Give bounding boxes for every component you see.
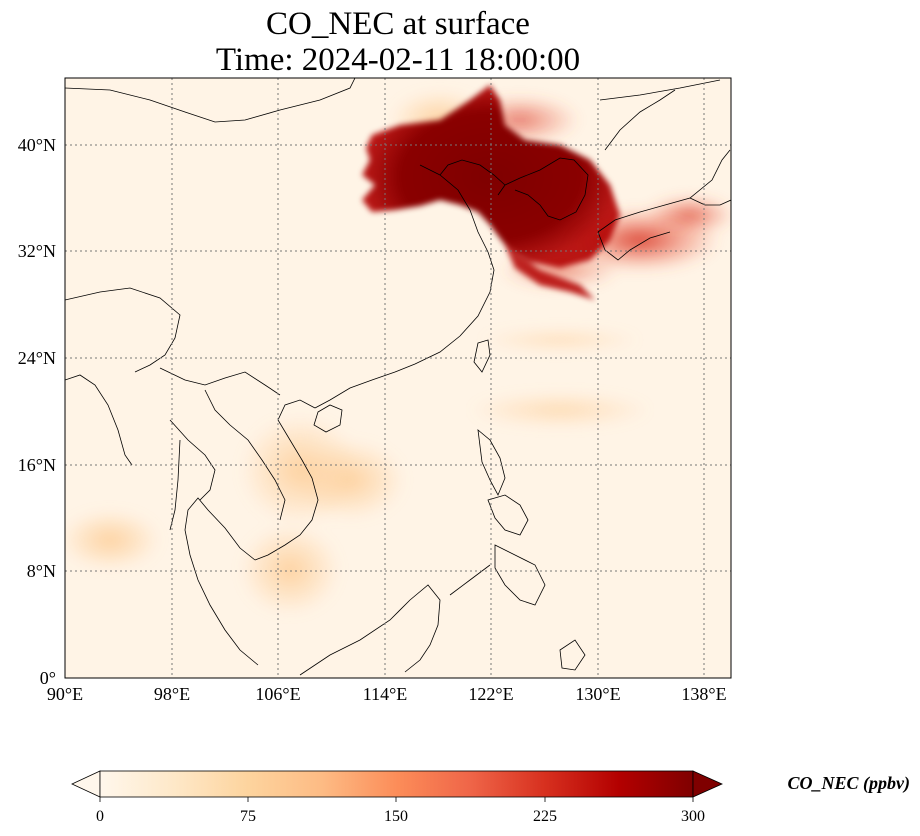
colorbar-ticks bbox=[99, 797, 694, 802]
map-frame bbox=[64, 77, 732, 679]
colorbar-tick-label: 0 bbox=[96, 808, 104, 825]
lon-tick-label: 130°E bbox=[575, 684, 620, 704]
lon-tick-label: 90°E bbox=[47, 684, 83, 704]
colorbar-tick-label: 75 bbox=[240, 808, 256, 825]
colorbar-tick-label: 225 bbox=[533, 808, 557, 825]
latitude-tick-labels: 0° 8°N 16°N 24°N 32°N 40°N bbox=[18, 135, 56, 688]
longitude-tick-labels: 90°E 98°E 106°E 114°E 122°E 130°E 138°E bbox=[47, 684, 727, 704]
lon-tick-label: 106°E bbox=[255, 684, 300, 704]
colorbar-tick-label: 150 bbox=[384, 808, 408, 825]
lat-tick-label: 0° bbox=[40, 668, 56, 688]
colorbar-gradient bbox=[99, 770, 694, 798]
lon-tick-label: 138°E bbox=[681, 684, 726, 704]
lat-tick-label: 40°N bbox=[18, 135, 56, 155]
map-time-subtitle: Time: 2024-02-11 18:00:00 bbox=[215, 42, 581, 78]
graticule bbox=[65, 78, 731, 678]
colorbar-extend-max bbox=[692, 770, 723, 798]
colorbar-extend-min bbox=[71, 770, 101, 798]
low-concentration-haze bbox=[65, 90, 650, 615]
coastlines bbox=[65, 78, 731, 676]
lat-tick-label: 16°N bbox=[18, 455, 56, 475]
map-title: CO_NEC at surface bbox=[266, 6, 530, 42]
lat-tick-label: 8°N bbox=[27, 561, 56, 581]
lat-tick-label: 32°N bbox=[18, 241, 56, 261]
lon-tick-label: 114°E bbox=[363, 684, 408, 704]
lon-tick-label: 98°E bbox=[154, 684, 190, 704]
high-concentration-plume bbox=[362, 85, 620, 300]
concentration-field bbox=[65, 78, 731, 678]
colorbar-title: CO_NEC (ppbv) bbox=[788, 773, 911, 794]
lon-tick-label: 122°E bbox=[468, 684, 513, 704]
lat-tick-label: 24°N bbox=[18, 348, 56, 368]
colorbar: 0 75 150 225 300 CO_NEC (ppbv) bbox=[71, 770, 911, 825]
colorbar-tick-label: 300 bbox=[681, 808, 705, 825]
